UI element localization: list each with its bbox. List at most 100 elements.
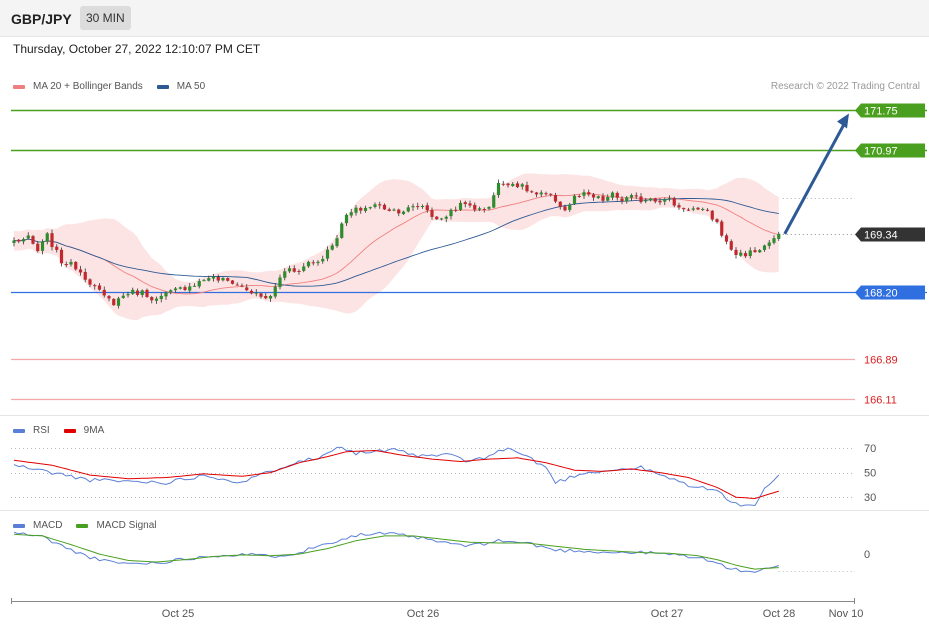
candle-body <box>344 214 349 224</box>
candle-body <box>392 209 396 211</box>
candle-body <box>658 200 662 203</box>
candle-body <box>506 183 510 186</box>
legend-macd: MACD <box>33 520 63 531</box>
candle-body <box>644 200 648 202</box>
candle-body <box>534 192 539 195</box>
macd-swatch <box>13 523 25 528</box>
rsi-tick-label: 30 <box>864 492 876 504</box>
candle-body <box>496 183 501 196</box>
candle-body <box>634 195 638 197</box>
candle-body <box>359 207 363 211</box>
candle-body <box>316 261 320 264</box>
candle-body <box>511 183 515 186</box>
candle-body <box>416 206 420 208</box>
candle-body <box>112 298 116 306</box>
candle-body <box>762 245 767 250</box>
level-tag-169-34 <box>855 227 925 242</box>
candle-body <box>663 199 667 202</box>
candle-body <box>135 290 140 295</box>
candle-body <box>83 271 87 280</box>
rsi-ma-swatch <box>63 428 76 433</box>
macd-legend: MACD MACD Signal <box>13 520 170 531</box>
candle-body <box>591 194 596 198</box>
candle-body <box>610 192 615 198</box>
candle-body <box>283 271 287 278</box>
time-axis: Oct 25 Oct 26 Oct 27 Oct 28 Nov 10 <box>11 598 863 620</box>
candle-body <box>268 296 273 299</box>
candle-body <box>406 207 410 212</box>
candle-body <box>753 250 757 253</box>
candle-body <box>116 298 121 306</box>
price-levels <box>11 109 927 401</box>
candle-body <box>682 208 686 210</box>
candle-body <box>254 292 258 294</box>
candle-body <box>734 249 738 255</box>
timeframe-button[interactable]: 30 MIN <box>80 6 131 30</box>
candle-body <box>302 266 306 271</box>
candle-body <box>397 209 401 214</box>
candle-body <box>69 261 73 265</box>
candle-body <box>387 209 391 211</box>
candle-body <box>221 277 225 281</box>
candle-body <box>411 206 415 208</box>
candle-body <box>154 298 159 301</box>
candle-body <box>691 208 695 210</box>
candle-body <box>297 271 301 273</box>
candle-body <box>121 295 125 298</box>
candle-body <box>686 209 691 211</box>
candle-body <box>74 261 78 270</box>
candle-body <box>729 241 733 250</box>
candle-body <box>715 219 719 223</box>
candle-body <box>311 262 315 264</box>
candle-body <box>563 206 567 211</box>
macd-line-0 <box>13 531 779 573</box>
candle-body <box>188 286 192 291</box>
legend-rsi: RSI <box>33 425 50 436</box>
candle-body <box>382 204 387 210</box>
rsi-line-1 <box>13 449 779 500</box>
candle-body <box>515 183 520 188</box>
candle-body <box>240 285 244 287</box>
candle-body <box>126 294 130 296</box>
candle-body <box>454 209 458 211</box>
candle-body <box>767 242 771 246</box>
candle-body <box>587 192 591 195</box>
candle-body <box>363 207 368 212</box>
rsi-panel: 70 50 30 <box>11 443 876 507</box>
candle-body <box>444 216 448 219</box>
rsi-tick-label: 70 <box>864 443 876 455</box>
candle-body <box>420 206 425 208</box>
candle-body <box>473 204 477 210</box>
candle-body <box>696 207 700 210</box>
legend-ma50: MA 50 <box>176 81 206 92</box>
level-tag-168-20 <box>855 285 925 300</box>
candle-body <box>378 204 382 206</box>
legend-macd-signal: MACD Signal <box>96 520 157 531</box>
bollinger-band-area <box>14 173 779 321</box>
candle-body <box>97 285 102 290</box>
rsi-tick-label: 50 <box>864 468 876 480</box>
candle-body <box>292 268 296 272</box>
candle-body <box>724 235 729 242</box>
macd-line-1 <box>13 533 779 570</box>
candle-body <box>78 269 83 273</box>
candle-body <box>192 285 197 287</box>
candle-body <box>477 208 482 210</box>
candle-body <box>216 277 220 281</box>
candle-body <box>487 206 491 209</box>
candle-body <box>720 221 724 236</box>
candle-body <box>558 201 562 207</box>
candle-body <box>164 292 168 297</box>
candle-body <box>202 280 206 282</box>
candle-body <box>748 250 752 256</box>
candle-body <box>435 216 439 220</box>
candle-body <box>249 290 254 294</box>
legend-ma20: MA 20 + Bollinger Bands <box>33 81 143 92</box>
candle-body <box>629 195 634 198</box>
candle-body <box>777 233 781 239</box>
candles <box>12 179 781 309</box>
candle-body <box>530 191 534 193</box>
candle-body <box>145 289 149 297</box>
candle-body <box>582 192 586 196</box>
